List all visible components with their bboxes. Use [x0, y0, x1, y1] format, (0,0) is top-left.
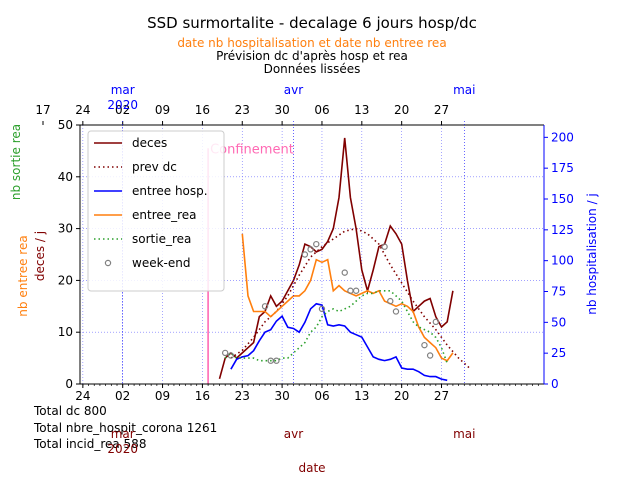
total-hospit: Total nbre_hospit_corona 1261 — [33, 421, 217, 435]
x-tick-label-bottom: 27 — [434, 389, 449, 403]
y-tick-label-left: 50 — [58, 118, 73, 132]
weekend-marker — [318, 305, 326, 313]
y-tick-label-right: 25 — [551, 346, 566, 360]
x-month-label-top: 2020 — [107, 98, 138, 112]
weekend-marker — [392, 308, 400, 315]
weekend-marker — [381, 243, 388, 250]
weekend-marker — [261, 303, 269, 310]
x-tick-label-top: 17 — [35, 103, 50, 117]
x-tick-label-top: 09 — [155, 103, 170, 117]
y-axis-label-entree-rea: nb entree rea — [16, 235, 30, 316]
weekend-marker — [352, 287, 360, 294]
legend-label: week-end — [132, 256, 190, 270]
confinement-label: Confinement — [210, 142, 294, 157]
weekend-marker — [421, 341, 428, 349]
y-tick-label-right: 175 — [551, 161, 574, 175]
x-month-label-bottom: avr — [284, 427, 303, 441]
x-tick-label-top: 20 — [394, 103, 409, 117]
y-axis-label-deces: deces / j — [33, 231, 47, 281]
y-axis-label-hosp: nb hospitalisation / j — [585, 193, 599, 315]
total-dc: Total dc 800 — [33, 404, 107, 418]
x-month-label-top: mar — [111, 83, 135, 97]
x-tick-label-bottom: 20 — [394, 389, 409, 403]
y-tick-label-left: 10 — [58, 325, 73, 339]
weekend-marker — [221, 349, 229, 357]
y-tick-label-left: 20 — [58, 273, 73, 287]
series-line-prev-dc — [230, 227, 471, 370]
y-tick-label-right: 200 — [551, 130, 574, 144]
y-tick-label-right: 150 — [551, 192, 574, 206]
series-line-entree-rea — [241, 233, 454, 362]
chart-title: SSD surmortalite - decalage 6 jours hosp… — [147, 14, 477, 32]
weekend-marker — [387, 297, 394, 305]
weekend-marker — [273, 357, 280, 364]
legend-box — [87, 130, 225, 292]
x-tick-label-top: 13 — [354, 103, 369, 117]
x-tick-label-top: 27 — [434, 103, 449, 117]
weekend-marker — [432, 318, 440, 326]
plot-area: Confinement 0 10 20 30 40 50 0 25 50 75 100 125 150 17… — [35, 83, 574, 456]
weekend-marker — [341, 269, 348, 276]
x-month-label-bottom: 2020 — [107, 442, 138, 456]
x-tick-label-top: 23 — [235, 103, 250, 117]
x-tick-label-bottom: 24 — [75, 389, 90, 403]
y-tick-label-right: 75 — [551, 285, 566, 299]
legend-label: entree hosp. — [132, 184, 208, 198]
weekend-marker — [301, 251, 309, 258]
y-tick-label-left: 0 — [65, 377, 73, 391]
y-tick-label-left: 40 — [58, 170, 73, 184]
x-tick-label-top: 30 — [274, 103, 289, 117]
x-tick-label-top: 02 — [115, 103, 130, 117]
x-axis-label: date — [298, 461, 325, 475]
y-tick-label-right: 100 — [551, 254, 574, 268]
x-tick-label-top: 24 — [75, 103, 90, 117]
y-axis-label-sortie-rea: nb sortie rea — [9, 124, 23, 200]
series-line-deces — [218, 137, 454, 380]
total-rea: Total incid_rea 588 — [33, 437, 146, 451]
x-tick-label-top: 06 — [314, 103, 329, 117]
weekend-marker — [307, 246, 314, 253]
weekend-marker — [313, 240, 320, 248]
x-tick-label-bottom: 02 — [115, 389, 130, 403]
x-month-label-top: avr — [284, 83, 303, 97]
legend-label: deces — [132, 136, 167, 150]
legend-label: sortie_rea — [132, 232, 191, 246]
weekend-marker — [426, 352, 434, 359]
series-line-sortie-rea — [224, 289, 448, 364]
legend-label: prev dc — [132, 160, 177, 174]
legend-swatch-weekend — [104, 259, 112, 267]
y-tick-label-right: 0 — [551, 377, 559, 391]
x-month-label-bottom: mai — [453, 427, 475, 441]
legend-label: entree_rea — [132, 208, 197, 222]
x-tick-label-bottom: 09 — [155, 389, 170, 403]
x-tick-label-bottom: 13 — [354, 389, 369, 403]
chart-subtitle-prevision: Prévision dc d'après hosp et rea — [216, 49, 408, 63]
x-month-label-bottom: mar — [111, 427, 135, 441]
y-tick-label-left: 30 — [58, 222, 73, 236]
x-tick-label-top: 16 — [195, 103, 210, 117]
weekend-marker — [227, 352, 235, 359]
y-tick-label-right: 50 — [551, 315, 566, 329]
x-month-label-top: mai — [453, 83, 475, 97]
y-tick-label-right: 125 — [551, 223, 574, 237]
x-tick-label-bottom: 16 — [195, 389, 210, 403]
chart-subtitle-lissees: Données lissées — [264, 62, 361, 76]
chart-subtitle-hosp-rea: date nb hospitalisation et date nb entre… — [177, 36, 446, 50]
x-tick-label-bottom: 06 — [314, 389, 329, 403]
series-line-entree-hosp- — [230, 302, 448, 382]
x-tick-label-bottom: 30 — [274, 389, 289, 403]
x-tick-label-bottom: 23 — [235, 389, 250, 403]
